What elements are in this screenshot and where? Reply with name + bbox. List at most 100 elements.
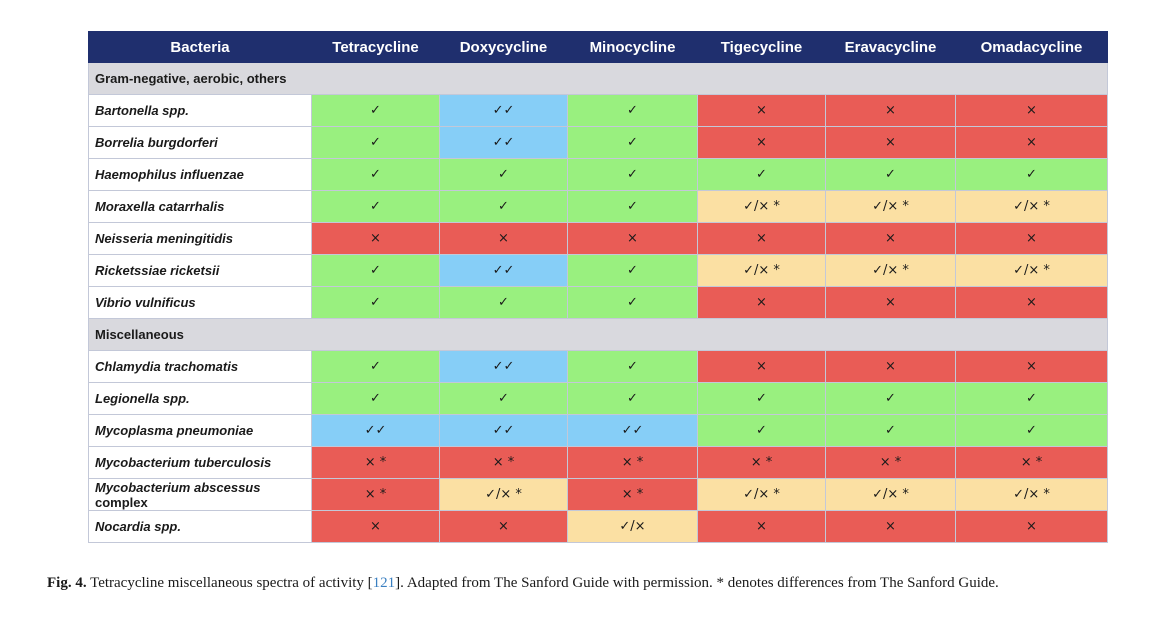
bacteria-name: Chlamydia trachomatis	[88, 350, 312, 383]
table-row: Chlamydia trachomatis ✓ ✓✓ ✓ × × ×	[88, 350, 1108, 383]
activity-cell: ×	[955, 94, 1108, 127]
bacteria-name-text: Mycobacterium tuberculosis	[95, 455, 272, 470]
activity-cell: ×	[825, 286, 956, 319]
activity-cell: ✓	[311, 286, 440, 319]
activity-cell: ×	[955, 350, 1108, 383]
spectra-table: Bacteria Tetracycline Doxycycline Minocy…	[88, 31, 1108, 543]
header-tetracycline: Tetracycline	[311, 31, 440, 63]
activity-cell: ✓/× *	[697, 254, 826, 287]
activity-cell: ✓✓	[311, 414, 440, 447]
table-row: Vibrio vulnificus ✓ ✓ ✓ × × ×	[88, 286, 1108, 319]
header-omadacycline: Omadacycline	[955, 31, 1108, 63]
bacteria-name: Mycoplasma pneumoniae	[88, 414, 312, 447]
table-row: Bartonella spp. ✓ ✓✓ ✓ × × ×	[88, 94, 1108, 127]
activity-cell: × *	[567, 478, 698, 511]
activity-cell: ✓	[567, 126, 698, 159]
activity-cell: ✓	[567, 286, 698, 319]
header-eravacycline: Eravacycline	[825, 31, 956, 63]
activity-cell: ✓	[567, 382, 698, 415]
activity-cell: ×	[955, 510, 1108, 543]
activity-cell: ✓	[697, 382, 826, 415]
activity-cell: ✓	[311, 94, 440, 127]
activity-cell: ✓	[825, 414, 956, 447]
activity-cell: ✓✓	[439, 126, 568, 159]
activity-cell: ✓	[567, 158, 698, 191]
header-bacteria: Bacteria	[88, 31, 312, 63]
bacteria-name: Neisseria meningitidis	[88, 222, 312, 255]
bacteria-name: Mycobacterium abscessus complex	[88, 478, 312, 511]
table-row: Borrelia burgdorferi ✓ ✓✓ ✓ × × ×	[88, 126, 1108, 159]
activity-cell: ✓✓	[439, 254, 568, 287]
activity-cell: ×	[697, 126, 826, 159]
header-minocycline: Minocycline	[567, 31, 698, 63]
activity-cell: ✓	[567, 94, 698, 127]
header-row: Bacteria Tetracycline Doxycycline Minocy…	[88, 31, 1108, 63]
activity-cell: ✓	[567, 350, 698, 383]
activity-cell: ✓	[439, 158, 568, 191]
table-row: Ricketssiae ricketsii ✓ ✓✓ ✓ ✓/× * ✓/× * ✓/× *	[88, 254, 1108, 287]
activity-cell: × *	[697, 446, 826, 479]
activity-cell: ✓	[697, 158, 826, 191]
table-row: Nocardia spp. × × ✓/× × × ×	[88, 510, 1108, 543]
caption-text-before: Tetracycline miscellaneous spectra of ac…	[86, 575, 373, 591]
activity-cell: ×	[825, 510, 956, 543]
activity-cell: × *	[955, 446, 1108, 479]
activity-cell: ✓	[955, 158, 1108, 191]
bacteria-name-text: Ricketssiae ricketsii	[95, 263, 220, 278]
activity-cell: ✓/× *	[697, 190, 826, 223]
table-row: Mycoplasma pneumoniae ✓✓ ✓✓ ✓✓ ✓ ✓ ✓	[88, 414, 1108, 447]
activity-cell: ✓	[567, 254, 698, 287]
bacteria-name: Bartonella spp.	[88, 94, 312, 127]
caption-reference-link[interactable]: 121	[372, 575, 396, 591]
bacteria-name-text: Vibrio vulnificus	[95, 295, 196, 310]
activity-cell: ✓/× *	[825, 190, 956, 223]
activity-cell: ✓/×	[567, 510, 698, 543]
section-title: Miscellaneous	[88, 318, 1108, 351]
activity-cell: ✓/× *	[955, 190, 1108, 223]
activity-cell: ✓/× *	[825, 478, 956, 511]
activity-cell: ×	[311, 510, 440, 543]
activity-cell: ✓/× *	[955, 478, 1108, 511]
section-row: Gram-negative, aerobic, others	[88, 62, 1108, 95]
bacteria-name: Mycobacterium tuberculosis	[88, 446, 312, 479]
activity-cell: ✓	[311, 158, 440, 191]
figure-caption: Fig. 4. Tetracycline miscellaneous spect…	[47, 575, 1137, 592]
activity-cell: ✓	[311, 126, 440, 159]
activity-cell: ×	[697, 350, 826, 383]
activity-cell: ×	[697, 286, 826, 319]
activity-cell: ✓✓	[567, 414, 698, 447]
bacteria-name-suffix: complex	[95, 494, 148, 510]
table-row: Neisseria meningitidis × × × × × ×	[88, 222, 1108, 255]
bacteria-name-text: Haemophilus influenzae	[95, 167, 244, 182]
activity-cell: ✓	[567, 190, 698, 223]
activity-cell: ✓/× *	[697, 478, 826, 511]
activity-cell: ×	[955, 222, 1108, 255]
bacteria-name-text: Nocardia spp.	[95, 519, 181, 534]
table-row: Haemophilus influenzae ✓ ✓ ✓ ✓ ✓ ✓	[88, 158, 1108, 191]
activity-cell: ✓	[439, 286, 568, 319]
activity-cell: ✓	[955, 414, 1108, 447]
activity-cell: ✓	[311, 350, 440, 383]
bacteria-name: Haemophilus influenzae	[88, 158, 312, 191]
bacteria-name: Borrelia burgdorferi	[88, 126, 312, 159]
bacteria-name-text: Legionella spp.	[95, 391, 190, 406]
activity-cell: ✓	[439, 382, 568, 415]
caption-text-after: ]. Adapted from The Sanford Guide with p…	[395, 575, 999, 591]
activity-cell: ✓/× *	[439, 478, 568, 511]
activity-cell: ✓/× *	[955, 254, 1108, 287]
activity-cell: ✓	[825, 158, 956, 191]
activity-cell: ✓✓	[439, 350, 568, 383]
activity-cell: ✓✓	[439, 94, 568, 127]
activity-cell: ✓	[311, 254, 440, 287]
activity-cell: ×	[825, 94, 956, 127]
activity-cell: ✓	[311, 190, 440, 223]
activity-cell: × *	[439, 446, 568, 479]
activity-cell: ×	[697, 94, 826, 127]
table-row: Legionella spp. ✓ ✓ ✓ ✓ ✓ ✓	[88, 382, 1108, 415]
header-tigecycline: Tigecycline	[697, 31, 826, 63]
activity-cell: ✓	[825, 382, 956, 415]
activity-cell: ✓/× *	[825, 254, 956, 287]
activity-cell: ×	[697, 510, 826, 543]
activity-cell: ×	[311, 222, 440, 255]
activity-cell: ×	[825, 222, 956, 255]
